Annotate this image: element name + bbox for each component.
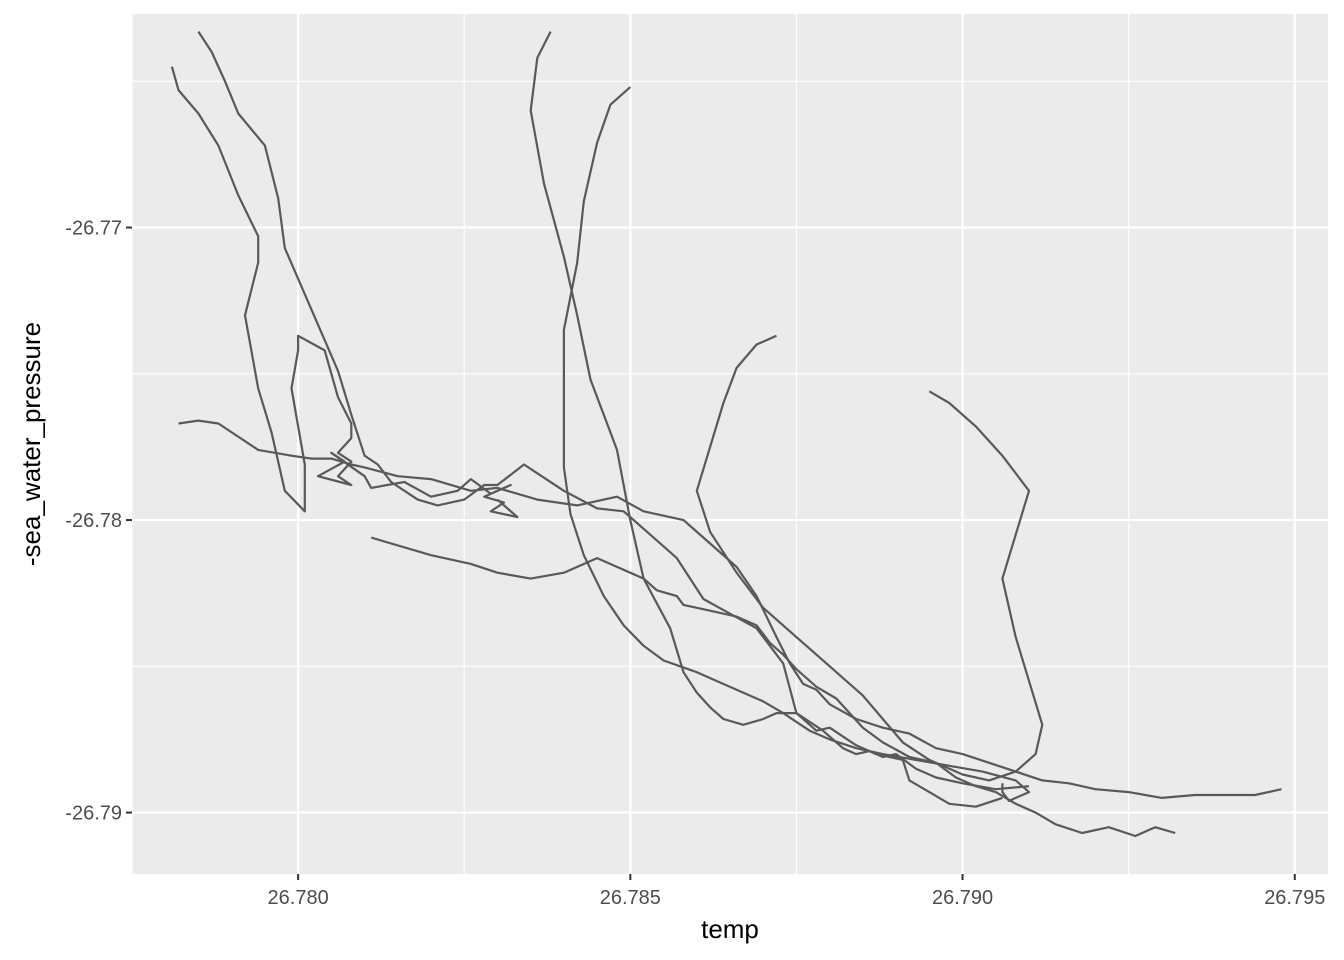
y-tick-label: -26.77: [65, 218, 122, 240]
data-lines: [170, 30, 1282, 838]
y-axis-ticks: -26.77 -26.78 -26.79: [65, 218, 132, 825]
x-tick-label: 26.785: [600, 887, 661, 909]
track-line-3: [178, 419, 1282, 800]
plot-panel: [132, 14, 1328, 874]
x-tick-label: 26.780: [268, 887, 329, 909]
x-tick-label: 26.790: [932, 887, 993, 909]
x-axis-ticks: 26.780 26.785 26.790 26.795: [268, 874, 1325, 909]
x-tick-label: 26.795: [1264, 887, 1325, 909]
major-gridlines: [132, 14, 1328, 874]
y-axis-title: -sea_water_pressure: [16, 322, 46, 566]
y-tick-label: -26.79: [65, 803, 122, 825]
track-line-6: [562, 86, 1031, 803]
track-line-4: [370, 536, 1176, 838]
track-line-7: [695, 334, 1044, 782]
y-tick-label: -26.78: [65, 510, 122, 532]
x-axis-title: temp: [701, 914, 759, 944]
